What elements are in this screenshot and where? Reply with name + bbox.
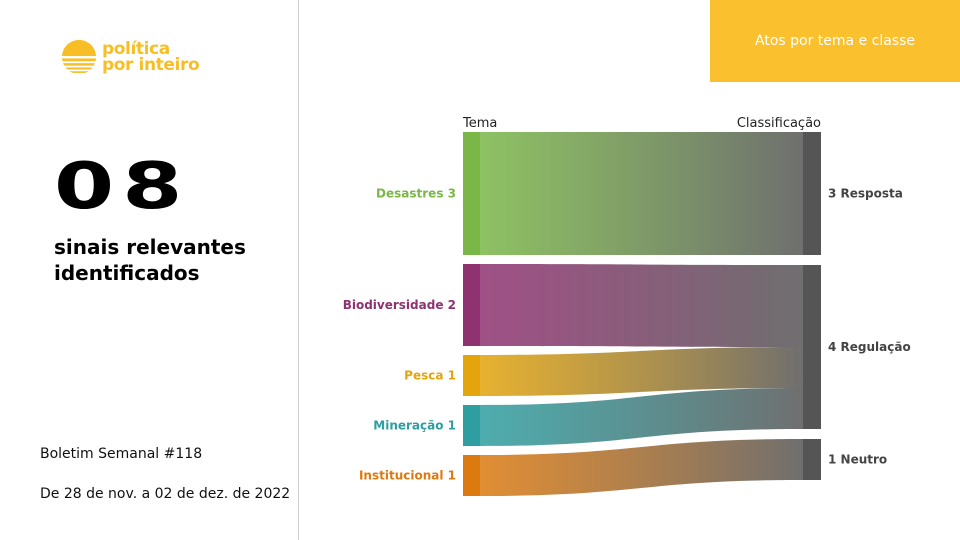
target-label-neutro: 1 Neutro bbox=[828, 453, 887, 467]
left-axis-label: Tema bbox=[462, 116, 497, 131]
logo: política por inteiro bbox=[60, 38, 200, 76]
target-node-resposta bbox=[803, 132, 821, 255]
sankey-link-mineracao-regulacao bbox=[480, 388, 803, 446]
target-node-neutro bbox=[803, 439, 821, 480]
source-label-biodiversidade: Biodiversidade 2 bbox=[343, 298, 456, 312]
header-tab: Atos por tema e classe bbox=[710, 0, 960, 82]
source-label-mineracao: Mineração 1 bbox=[373, 419, 456, 433]
target-node-regulacao bbox=[803, 265, 821, 429]
source-node-desastres bbox=[463, 132, 480, 255]
sankey-link-desastres-resposta bbox=[480, 132, 803, 255]
bulletin-number: Boletim Semanal #118 bbox=[40, 446, 203, 462]
source-node-mineracao bbox=[463, 405, 480, 446]
header-tab-label: Atos por tema e classe bbox=[755, 33, 915, 49]
right-axis-label: Classificação bbox=[737, 116, 821, 131]
vertical-divider bbox=[298, 0, 299, 540]
source-label-desastres: Desastres 3 bbox=[376, 187, 456, 201]
sun-logo-icon bbox=[61, 39, 97, 73]
logo-line-1: política bbox=[102, 39, 170, 59]
signals-label: sinais relevantes identificados bbox=[54, 235, 246, 285]
signals-count: 08 bbox=[54, 150, 191, 224]
logo-wordmark: política por inteiro bbox=[102, 39, 200, 75]
sankey-link-pesca-regulacao bbox=[480, 347, 803, 396]
source-node-institucional bbox=[463, 455, 480, 496]
target-label-resposta: 3 Resposta bbox=[828, 187, 903, 201]
sankey-link-institucional-neutro bbox=[480, 439, 803, 496]
source-label-institucional: Institucional 1 bbox=[359, 469, 456, 483]
bulletin-period: De 28 de nov. a 02 de dez. de 2022 bbox=[40, 486, 291, 502]
source-node-biodiversidade bbox=[463, 264, 480, 346]
sankey-link-biodiversidade-regulacao bbox=[480, 264, 803, 347]
logo-line-2: por inteiro bbox=[102, 55, 200, 75]
source-label-pesca: Pesca 1 bbox=[404, 369, 456, 383]
source-node-pesca bbox=[463, 355, 480, 396]
target-label-regulacao: 4 Regulação bbox=[828, 340, 911, 354]
